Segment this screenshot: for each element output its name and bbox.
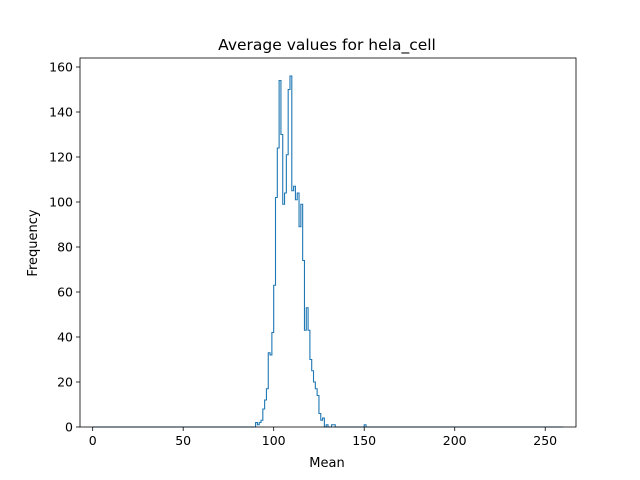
y-tick-label: 120 xyxy=(49,150,73,165)
x-tick-label: 100 xyxy=(262,433,286,448)
x-tick-label: 150 xyxy=(352,433,376,448)
y-tick-label: 160 xyxy=(49,60,73,75)
y-tick-label: 80 xyxy=(57,240,73,255)
x-axis-label: Mean xyxy=(309,456,344,471)
y-tick-label: 20 xyxy=(57,375,73,390)
x-tick-label: 50 xyxy=(175,433,191,448)
y-tick-label: 0 xyxy=(65,420,73,435)
series-layer xyxy=(92,75,564,428)
y-tick-label: 100 xyxy=(49,195,73,210)
x-tick-label: 250 xyxy=(533,433,557,448)
x-tick-label: 200 xyxy=(443,433,467,448)
y-tick-label: 40 xyxy=(57,330,73,345)
x-tick-label: 0 xyxy=(89,433,97,448)
chart-title: Average values for hela_cell xyxy=(218,36,436,55)
y-tick-label: 140 xyxy=(49,105,73,120)
axis-ticks: 0 50 100 150 200 250 0 20 40 60 80 100 120 140 160 xyxy=(49,60,557,449)
y-tick-label: 60 xyxy=(57,285,73,300)
histogram-step-line xyxy=(92,75,564,428)
plot-frame xyxy=(79,57,577,428)
y-axis-label: Frequency xyxy=(26,209,41,276)
